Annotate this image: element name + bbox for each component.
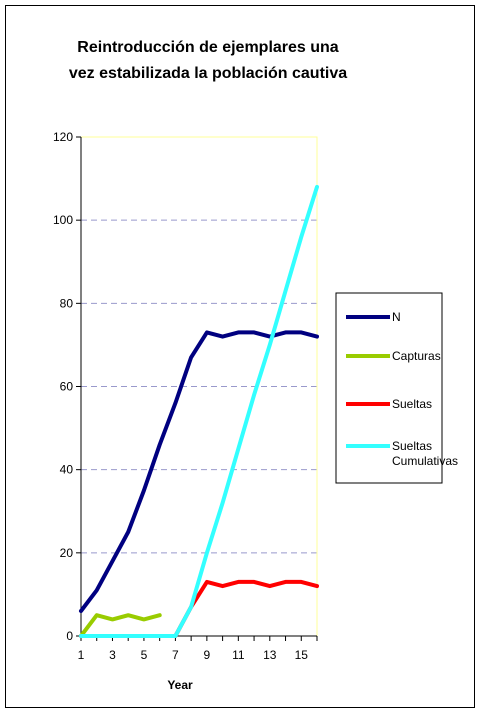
y-tick-label-80: 80 [60,296,74,310]
y-tick-label-60: 60 [60,380,74,394]
y-tick-label-120: 120 [53,130,73,144]
legend-label-sueltas: Sueltas [392,397,432,411]
legend-label-sueltas-cumulativas-1: Cumulativas [392,454,458,468]
x-tick-label-15: 15 [295,648,309,662]
chart-title-line-2: vez estabilizada la población cautiva [69,65,347,82]
chart-svg: Reintroducción de ejemplares una vez est… [53,39,458,692]
legend-label-sueltas-cumulativas-0: Sueltas [392,439,432,453]
chart-title-line-1: Reintroducción de ejemplares una [77,39,339,56]
chart-frame: Reintroducción de ejemplares una vez est… [5,5,475,708]
y-tick-label-0: 0 [66,629,73,643]
y-tick-label-100: 100 [53,213,73,227]
legend-box [335,292,443,484]
x-tick-label-13: 13 [263,648,277,662]
series-layer [79,184,319,638]
series-line-capturas [79,613,162,638]
x-axis-label: Year [167,678,193,692]
x-tick-label-1: 1 [78,648,85,662]
legend-label-capturas: Capturas [392,349,441,363]
x-tick-label-9: 9 [204,648,211,662]
grid-lines [81,219,317,554]
x-tick-label-3: 3 [109,648,116,662]
series-line-sueltas [79,579,319,638]
y-tick-label-40: 40 [60,463,74,477]
series-line-n [79,330,319,613]
x-tick-label-11: 11 [232,648,245,662]
y-tick-label-20: 20 [60,546,74,560]
x-tick-label-5: 5 [141,648,148,662]
legend-label-n: N [392,310,401,324]
series-line-sueltas-cumulativas [79,184,319,638]
x-tick-label-7: 7 [172,648,179,662]
